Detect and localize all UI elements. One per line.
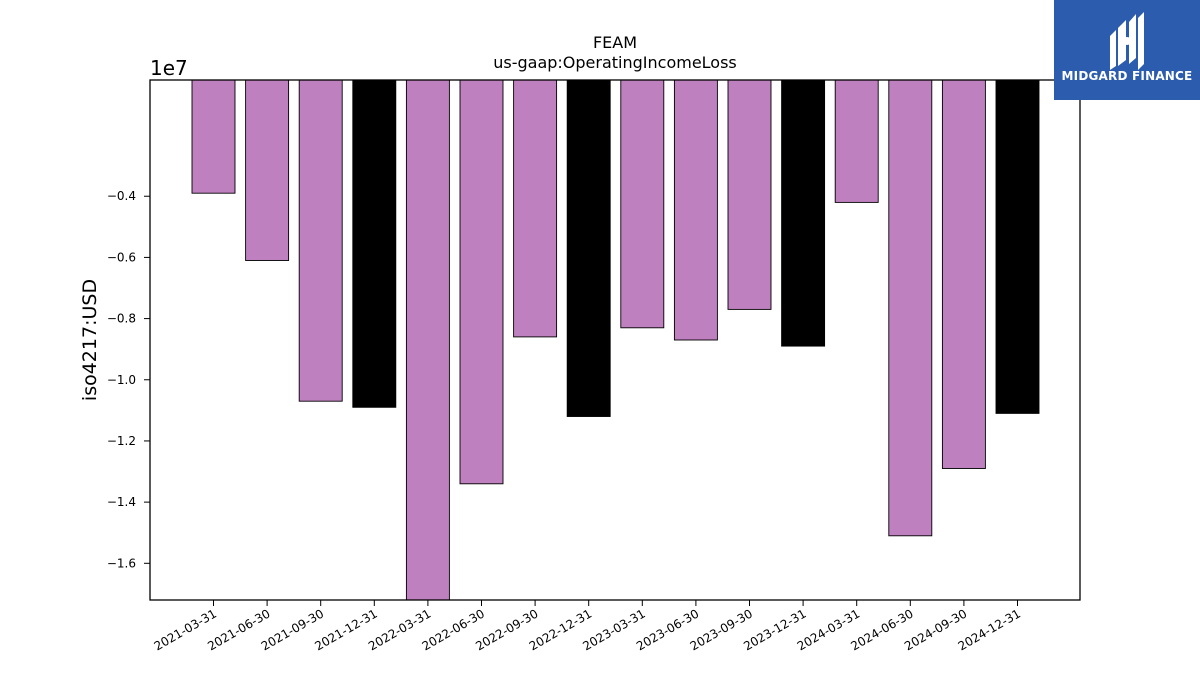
x-ticks: 2021-03-312021-06-302021-09-302021-12-31… xyxy=(152,600,1023,653)
chart-subtitle: us-gaap:OperatingIncomeLoss xyxy=(493,53,737,72)
y-tick-label: −1.0 xyxy=(107,373,136,387)
bar-2024-03-31 xyxy=(834,79,879,203)
chart-title: FEAM xyxy=(593,33,637,52)
bar-2022-06-30 xyxy=(459,79,504,485)
y-tick-label: −0.6 xyxy=(107,250,136,264)
bar-2021-03-31 xyxy=(191,79,236,194)
bar-2022-09-30 xyxy=(513,79,558,338)
y-tick-label: −1.6 xyxy=(107,556,136,570)
y-multiplier-label: 1e7 xyxy=(150,56,188,80)
y-tick-label: −0.4 xyxy=(107,189,136,203)
midgard-mark-icon xyxy=(1054,0,1200,100)
plot-frame xyxy=(149,79,1081,601)
bar-2021-09-30 xyxy=(298,79,343,402)
bar-2024-09-30 xyxy=(941,79,986,469)
y-tick-label: −1.4 xyxy=(107,495,136,509)
y-axis-label: iso4217:USD xyxy=(79,279,101,401)
logo-text: MIDGARD FINANCE xyxy=(1061,69,1193,83)
bar-2022-03-31 xyxy=(405,79,450,601)
y-tick-label: −0.8 xyxy=(107,312,136,326)
bars-group xyxy=(191,79,1040,601)
bar-2021-06-30 xyxy=(245,79,290,261)
bar-2023-09-30 xyxy=(727,79,772,310)
bar-2024-12-31 xyxy=(995,79,1040,414)
bar-2023-12-31 xyxy=(781,79,826,347)
bar-2021-12-31 xyxy=(352,79,397,408)
logo: MIDGARD FINANCE xyxy=(1054,0,1200,100)
bar-2023-06-30 xyxy=(673,79,718,341)
bar-2024-06-30 xyxy=(888,79,933,537)
y-ticks: −0.4 −0.6 −0.8 −1.0 −1.2 −1.4 −1.6 xyxy=(107,189,150,570)
bar-2022-12-31 xyxy=(566,79,611,417)
bar-2023-03-31 xyxy=(620,79,665,329)
y-tick-label: −1.2 xyxy=(107,434,136,448)
